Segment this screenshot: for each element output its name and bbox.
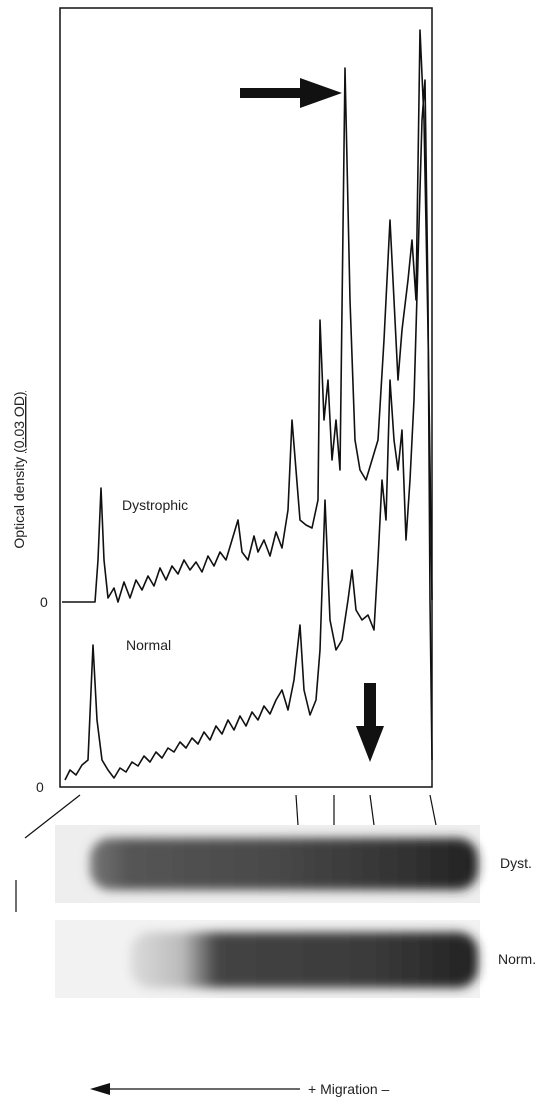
- x-axis-label: + Migration –: [308, 1081, 390, 1097]
- figure: Optical density (0.03 OD) 0 0 Dystrophic…: [0, 0, 558, 1119]
- y-axis-text: Optical density: [11, 457, 27, 549]
- gel-normal: [55, 920, 480, 998]
- gel-dystrophic: [55, 825, 480, 903]
- plot-frame: [60, 8, 432, 787]
- gel-label: Norm.: [498, 951, 536, 967]
- peak-arrow: [240, 78, 342, 108]
- trace-label: Dystrophic: [122, 497, 188, 513]
- dystrophic-trace: [62, 30, 432, 602]
- gel-label: Dyst.: [500, 855, 532, 871]
- baseline-label: 0: [40, 594, 48, 610]
- trace-label: Normal: [126, 637, 171, 653]
- y-axis-scale: (0.03 OD): [11, 391, 27, 452]
- baseline-label: 0: [36, 779, 44, 795]
- y-axis-label: Optical density (0.03 OD): [11, 391, 27, 548]
- normal-trace: [65, 80, 432, 780]
- migration-arrow: [90, 1083, 300, 1095]
- band-arrow: [356, 683, 384, 762]
